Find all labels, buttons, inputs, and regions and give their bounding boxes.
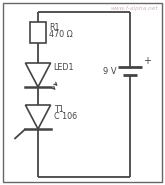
Text: www.f-alpha.net: www.f-alpha.net bbox=[110, 6, 158, 11]
Text: 470 Ω: 470 Ω bbox=[49, 30, 73, 39]
Text: C 106: C 106 bbox=[54, 112, 77, 121]
Text: R1: R1 bbox=[49, 23, 60, 32]
Text: T1: T1 bbox=[54, 105, 63, 114]
Text: LED1: LED1 bbox=[54, 63, 74, 72]
Text: 9 V: 9 V bbox=[103, 66, 117, 75]
Text: +: + bbox=[143, 56, 151, 66]
Bar bbox=[30, 22, 46, 43]
Polygon shape bbox=[25, 105, 51, 129]
Polygon shape bbox=[25, 63, 51, 87]
